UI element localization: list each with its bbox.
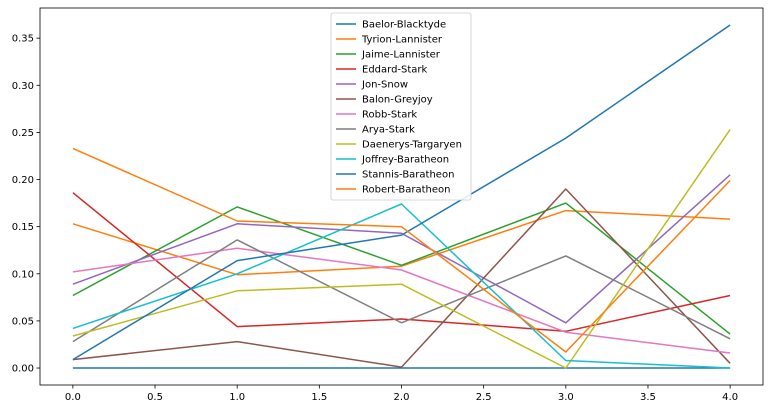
legend-label: Eddard-Stark xyxy=(362,65,428,76)
series-line-jon-snow xyxy=(72,174,731,324)
y-tick-label: 0.05 xyxy=(12,316,34,327)
y-tick-label: 0.20 xyxy=(12,175,34,186)
legend-label: Robert-Baratheon xyxy=(362,185,451,196)
y-tick-label: 0.35 xyxy=(12,34,34,45)
x-tick-label: 2.0 xyxy=(394,392,410,403)
legend-label: Baelor-Blacktyde xyxy=(362,20,446,31)
x-tick-label: 0.0 xyxy=(65,392,81,403)
legend-label: Tyrion-Lannister xyxy=(361,35,443,46)
legend-label: Jaime-Lannister xyxy=(361,50,441,61)
legend-box xyxy=(330,12,472,201)
legend-label: Stannis-Baratheon xyxy=(362,170,454,181)
series-line-daenerys-targaryen xyxy=(72,129,731,369)
series-line-stannis-baratheon xyxy=(72,24,731,361)
x-tick-label: 3.5 xyxy=(640,392,656,403)
series-line-eddard-stark xyxy=(72,192,731,333)
series-line-balon-greyjoy xyxy=(72,188,731,368)
x-tick-label: 4.0 xyxy=(722,392,738,403)
series-line-arya-stark xyxy=(72,239,731,343)
legend-label: Joffrey-Baratheon xyxy=(361,155,449,166)
x-tick-label: 0.5 xyxy=(147,392,163,403)
axes: 0.0 0.5 1.0 1.5 2.0 2.5 3.0 3.5 4.0 0.00 0.05 0.10 0… xyxy=(12,7,764,403)
y-tick-label: 0.25 xyxy=(12,128,34,139)
series-line-joffrey-baratheon xyxy=(72,203,731,369)
series-line-tyrion-lannister xyxy=(72,209,731,276)
series-line-robb-stark xyxy=(72,247,731,354)
legend-label: Arya-Stark xyxy=(362,125,415,136)
legend-label: Robb-Stark xyxy=(362,110,417,121)
y-tick-label: 0.10 xyxy=(12,269,34,280)
y-tick-label: 0.30 xyxy=(12,81,34,92)
x-tick-label: 2.5 xyxy=(476,392,492,403)
legend-label: Balon-Greyjoy xyxy=(362,95,433,106)
series-lines xyxy=(72,24,731,369)
x-tick-label: 1.0 xyxy=(229,392,245,403)
x-tick-label: 1.5 xyxy=(311,392,327,403)
y-tick-label: 0.00 xyxy=(12,364,34,375)
legend-label: Jon-Snow xyxy=(361,80,408,91)
y-tick-label: 0.15 xyxy=(12,222,34,233)
legend-label: Daenerys-Targaryen xyxy=(362,140,462,151)
x-tick-label: 3.0 xyxy=(558,392,574,403)
series-line-robert-baratheon xyxy=(72,147,731,353)
legend: Baelor-Blacktyde Tyrion-Lannister Jaime-La… xyxy=(330,12,472,201)
